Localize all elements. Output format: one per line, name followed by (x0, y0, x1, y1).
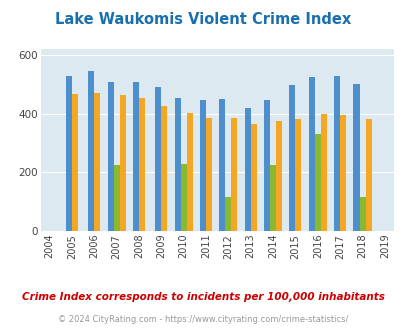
Bar (155, 87, 161, 231)
Bar (250, 123, 256, 231)
Text: Lake Waukomis Violent Crime Index: Lake Waukomis Violent Crime Index (55, 12, 350, 26)
Bar (205, 118, 211, 231)
Bar (94, 93, 100, 231)
Bar (119, 95, 126, 231)
Bar (219, 99, 225, 231)
Bar (263, 100, 269, 231)
Bar (231, 118, 237, 231)
Text: © 2024 CityRating.com - https://www.cityrating.com/crime-statistics/: © 2024 CityRating.com - https://www.city… (58, 315, 347, 324)
Bar (358, 197, 364, 231)
Bar (320, 115, 326, 231)
Bar (66, 76, 72, 231)
Bar (275, 121, 281, 231)
Bar (269, 165, 275, 231)
Bar (308, 77, 314, 231)
Text: Crime Index corresponds to incidents per 100,000 inhabitants: Crime Index corresponds to incidents per… (21, 292, 384, 302)
Bar (174, 98, 180, 231)
Bar (353, 84, 358, 231)
Bar (132, 82, 139, 231)
Bar (139, 98, 145, 231)
Bar (244, 108, 250, 231)
Bar (180, 164, 186, 231)
Bar (314, 134, 320, 231)
Bar (107, 82, 113, 231)
Bar (225, 197, 231, 231)
Bar (339, 115, 345, 231)
Bar (295, 119, 301, 231)
Bar (72, 94, 78, 231)
Bar (333, 76, 339, 231)
Bar (289, 85, 295, 231)
Bar (161, 106, 167, 231)
Bar (200, 100, 205, 231)
Bar (88, 72, 94, 231)
Bar (113, 165, 119, 231)
Bar (364, 119, 371, 231)
Bar (186, 113, 192, 231)
